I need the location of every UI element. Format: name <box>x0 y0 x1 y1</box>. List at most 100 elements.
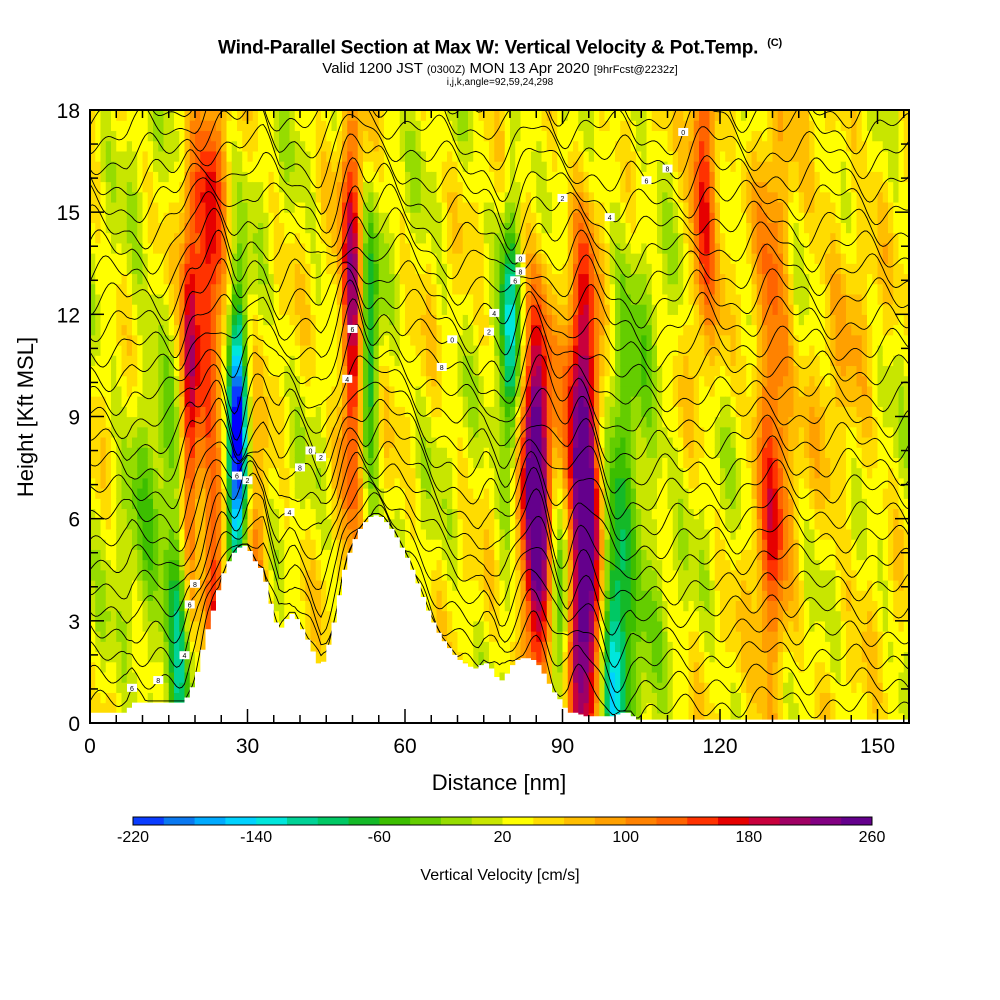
w-cell <box>147 641 154 653</box>
w-cell <box>174 692 180 704</box>
w-cell <box>357 222 364 234</box>
w-cell <box>357 447 364 458</box>
w-cell <box>310 436 317 448</box>
w-cell <box>331 610 338 622</box>
w-cell <box>415 304 422 315</box>
w-cell <box>121 120 128 132</box>
w-cell <box>237 385 243 397</box>
w-cell <box>268 549 275 561</box>
w-cell <box>147 518 154 530</box>
w-cell <box>258 396 264 407</box>
w-cell <box>221 304 228 315</box>
w-cell <box>95 671 102 683</box>
w-cell <box>168 569 175 581</box>
w-cell <box>363 406 369 418</box>
w-cell <box>426 467 432 479</box>
w-cell <box>252 355 259 367</box>
w-cell <box>252 201 259 213</box>
w-cell <box>153 263 159 275</box>
w-cell <box>457 334 464 346</box>
w-cell <box>384 498 390 510</box>
w-cell <box>95 283 102 295</box>
w-cell <box>457 324 464 336</box>
w-cell <box>105 344 112 356</box>
w-cell <box>210 324 217 336</box>
w-cell <box>279 600 285 612</box>
w-cell <box>378 140 385 152</box>
w-cell <box>389 477 396 489</box>
w-cell <box>447 355 453 367</box>
w-cell <box>168 436 175 448</box>
w-cell <box>310 416 317 428</box>
w-cell <box>373 498 380 510</box>
w-cell <box>436 518 443 530</box>
w-cell <box>210 559 217 571</box>
w-cell <box>347 539 354 550</box>
w-cell <box>294 120 301 132</box>
w-cell <box>310 263 317 275</box>
w-cell <box>384 334 390 346</box>
w-cell <box>410 110 417 121</box>
w-cell <box>100 518 107 530</box>
w-cell <box>189 314 196 326</box>
w-cell <box>126 324 133 336</box>
w-cell <box>111 436 117 448</box>
w-cell <box>111 283 117 295</box>
w-cell <box>315 416 322 428</box>
w-cell <box>247 365 254 377</box>
w-cell <box>499 600 506 612</box>
w-cell <box>342 161 348 172</box>
w-cell <box>499 436 506 448</box>
w-cell <box>483 579 490 591</box>
w-cell <box>95 518 102 530</box>
w-cell <box>184 212 191 223</box>
w-cell <box>153 426 159 438</box>
w-cell <box>315 161 322 172</box>
w-cell <box>189 334 196 346</box>
w-cell <box>179 110 186 121</box>
w-cell <box>462 396 469 407</box>
w-cell <box>415 222 422 234</box>
w-cell <box>247 212 254 223</box>
w-cell <box>321 181 327 193</box>
w-cell <box>247 222 254 234</box>
w-cell <box>205 406 212 418</box>
w-cell <box>447 396 453 407</box>
w-cell <box>147 396 154 407</box>
w-cell <box>258 385 264 397</box>
w-cell <box>200 631 207 642</box>
w-cell <box>462 447 469 458</box>
w-cell <box>494 181 501 193</box>
w-cell <box>473 641 480 653</box>
w-cell <box>174 641 180 653</box>
w-cell <box>436 549 443 561</box>
w-cell <box>147 631 154 642</box>
w-cell <box>231 375 238 387</box>
w-cell <box>121 263 128 275</box>
w-cell <box>226 447 233 458</box>
w-cell <box>284 467 291 479</box>
w-cell <box>394 498 401 510</box>
w-cell <box>200 620 207 632</box>
w-cell <box>473 488 480 499</box>
w-cell <box>305 355 312 367</box>
w-cell <box>489 579 495 591</box>
w-cell <box>279 579 285 591</box>
w-cell <box>268 447 275 458</box>
w-cell <box>504 549 511 561</box>
w-cell <box>384 447 390 458</box>
w-cell <box>447 416 453 428</box>
w-cell <box>121 661 128 673</box>
w-cell <box>237 293 243 305</box>
w-cell <box>489 314 495 326</box>
w-cell <box>342 171 348 183</box>
w-cell <box>121 324 128 336</box>
w-cell <box>483 212 490 223</box>
w-cell <box>163 242 170 254</box>
w-cell <box>447 130 453 142</box>
w-cell <box>189 161 196 172</box>
w-cell <box>132 631 138 642</box>
w-cell <box>378 110 385 121</box>
w-cell <box>153 631 159 642</box>
w-cell <box>483 508 490 520</box>
